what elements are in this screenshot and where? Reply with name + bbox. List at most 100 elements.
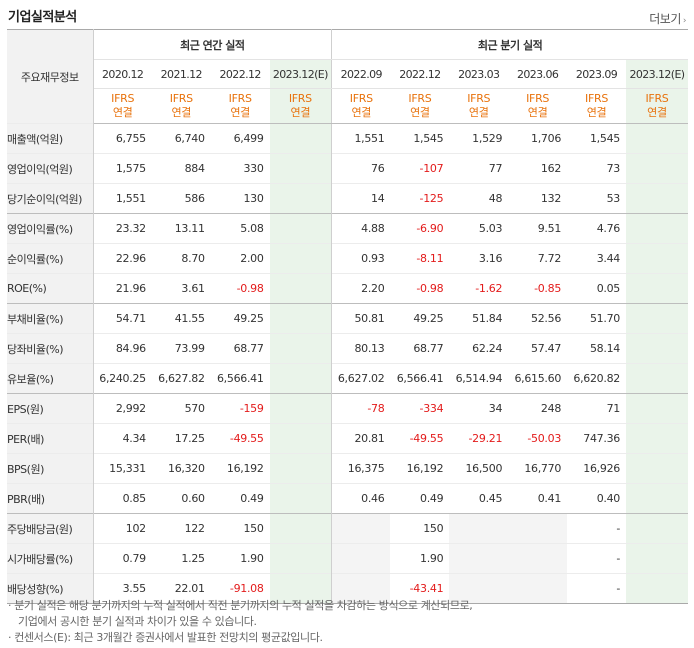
quarter-cell: - [567,543,626,574]
quarter-cell: 6,615.60 [508,363,568,394]
row-label: 영업이익률(%) [7,213,94,244]
quarter-cell [625,153,688,184]
quarter-cell: 0.05 [567,273,626,304]
annual-cell [269,423,333,454]
row-label: 배당성향(%) [7,573,94,604]
annual-cell: 6,240.25 [93,363,152,394]
quarter-cell: -0.85 [508,273,568,304]
table-row: PER(배) 4.34 17.25 -49.55 20.81 -49.55 -29.21 -5… [7,423,688,454]
annual-cell: 21.96 [93,273,152,304]
quarter-cell: 16,926 [567,453,626,484]
quarter-cell: 0.46 [331,483,391,514]
annual-cell [269,333,333,364]
quarter-cell: -6.90 [390,213,450,244]
annual-ifrs-3: IFRS 연결 [269,88,333,124]
page-title: 기업실적분석 [8,10,77,25]
annual-cell: 68.77 [210,333,270,364]
quarter-cell: 4.76 [567,213,626,244]
quarter-cell: 51.70 [567,303,626,334]
quarter-cell: 1,545 [567,123,626,154]
quarter-cell [625,513,688,544]
quarter-cell: 6,514.94 [449,363,509,394]
quarter-cell [625,333,688,364]
quarter-cell: -29.21 [449,423,509,454]
quarter-cell: 1,706 [508,123,568,154]
quarter-cell: 7.72 [508,243,568,274]
annual-cell [269,543,333,574]
ifrs-label: IFRS [408,92,432,105]
quarter-cell: - [567,573,626,604]
more-link[interactable]: 더보기 › [649,10,686,27]
quarter-cell: 14 [331,183,391,214]
ifrs-label: IFRS [288,92,312,105]
quarter-cell: -50.03 [508,423,568,454]
annual-cell [269,153,333,184]
annual-cell: 22.01 [151,573,211,604]
quarter-cell: 132 [508,183,568,214]
annual-cell: 0.79 [93,543,152,574]
quarter-cell [625,453,688,484]
annual-cell [269,213,333,244]
quarter-cell: -0.98 [390,273,450,304]
annual-cell: -49.55 [210,423,270,454]
quarter-cell: 71 [567,393,626,424]
annual-cell: 3.55 [93,573,152,604]
quarter-ifrs-4: IFRS 연결 [567,88,626,124]
ifrs-label: IFRS [228,92,252,105]
quarter-cell: 6,627.02 [331,363,391,394]
quarter-cell: 52.56 [508,303,568,334]
table-row: PBR(배) 0.85 0.60 0.49 0.46 0.49 0.45 0.41 0.40 [7,483,688,514]
annual-cell [269,393,333,424]
quarter-cell [508,543,568,574]
annual-cell: 16,192 [210,453,270,484]
quarter-group-label: 최근 분기 실적 [331,29,688,60]
annual-cell: 586 [151,183,211,214]
consolidated-label: 연결 [112,106,133,119]
annual-cell: -91.08 [210,573,270,604]
annual-cell: 6,499 [210,123,270,154]
annual-cell [269,483,333,514]
row-label: BPS(원) [7,453,94,484]
annual-cell: 1,551 [93,183,152,214]
table-row: 주당배당금(원) 102 122 150 150- [7,513,688,544]
quarter-cell: 77 [449,153,509,184]
annual-period-3: 2023.12(E) [269,59,333,89]
quarter-cell: 57.47 [508,333,568,364]
annual-cell: 570 [151,393,211,424]
annual-cell: 1.90 [210,543,270,574]
footnote-2: 기업에서 공시한 분기 실적과 차이가 있을 수 있습니다. [18,615,257,628]
annual-cell: 0.60 [151,483,211,514]
annual-cell: 3.61 [151,273,211,304]
quarter-cell: 6,620.82 [567,363,626,394]
row-label: 매출액(억원) [7,123,94,154]
table-row: 매출액(억원) 6,755 6,740 6,499 1,551 1,545 1,529 1,7… [7,123,688,154]
annual-cell [269,123,333,154]
annual-cell [269,273,333,304]
annual-cell: 0.49 [210,483,270,514]
quarter-cell: 76 [331,153,391,184]
quarter-cell [625,273,688,304]
annual-ifrs-2: IFRS 연결 [210,88,270,124]
quarter-cell: 49.25 [390,303,450,334]
quarter-cell [331,543,391,574]
quarter-cell: -1.62 [449,273,509,304]
quarter-cell [625,483,688,514]
annual-cell [269,303,333,334]
quarter-cell: 16,500 [449,453,509,484]
annual-cell: 8.70 [151,243,211,274]
annual-period-1: 2021.12 [151,59,211,89]
quarter-period-0: 2022.09 [331,59,391,89]
annual-cell: 0.85 [93,483,152,514]
quarter-cell: 747.36 [567,423,626,454]
consolidated-label: 연결 [468,106,489,119]
annual-cell: -159 [210,393,270,424]
quarter-ifrs-1: IFRS 연결 [390,88,450,124]
row-label: EPS(원) [7,393,94,424]
quarter-cell [331,573,391,604]
quarter-cell [625,243,688,274]
quarter-cell: 0.45 [449,483,509,514]
annual-cell: 16,320 [151,453,211,484]
footnote-1: · 분기 실적은 해당 분기까지의 누적 실적에서 직전 분기까지의 누적 실적… [8,599,473,612]
annual-cell: 130 [210,183,270,214]
consolidated-label: 연결 [586,106,607,119]
